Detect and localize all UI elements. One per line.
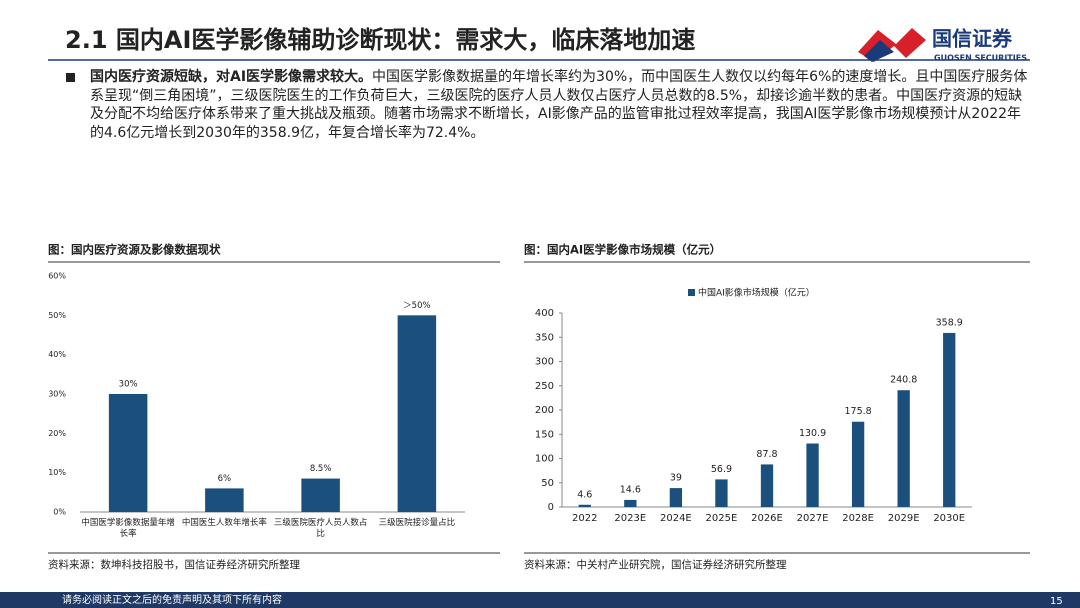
x-tick-label: 三级医院医疗人员人数占比 — [273, 518, 368, 539]
y-tick-label: 20% — [48, 429, 66, 438]
data-label: 8.5% — [310, 464, 332, 474]
slide-title: 2.1 国内AI医学影像辅助诊断现状：需求大，临床落地加速 — [65, 26, 695, 54]
y-tick-label: 60% — [48, 272, 66, 281]
chart-title: 图：国内医疗资源及影像数据现状 — [48, 243, 221, 257]
y-tick-label: 30% — [48, 390, 66, 399]
x-tick-label: 2025E — [705, 513, 738, 524]
bar — [943, 332, 956, 507]
data-label: 39 — [670, 473, 682, 484]
x-tick-label: 中国医生人数年增长率 — [181, 518, 267, 528]
y-tick-label: 400 — [535, 308, 554, 319]
logo-mark — [864, 40, 894, 62]
x-tick-label: 2024E — [659, 513, 692, 524]
footer-text: 请务必阅读正文之后的免责声明及其项下所有内容 — [62, 593, 282, 606]
bar — [669, 488, 683, 507]
bar — [108, 394, 148, 512]
data-label: 6% — [218, 474, 232, 484]
y-tick-label: 300 — [535, 357, 554, 368]
chart-title: 图：国内AI医学影像市场规模（亿元） — [524, 243, 721, 257]
data-label: 130.9 — [799, 428, 826, 439]
source: 资料来源：数坤科技招股书，国信证券经济研究所整理 — [48, 558, 300, 571]
data-label: 358.9 — [936, 317, 963, 328]
x-tick-label: 2026E — [751, 513, 783, 524]
page-number: 15 — [1050, 596, 1063, 607]
y-tick-label: 250 — [535, 381, 554, 392]
bar — [760, 464, 774, 507]
x-tick-label: 2027E — [796, 513, 829, 524]
bar — [624, 499, 637, 507]
body-text: 国内医疗资源短缺，对AI医学影像需求较大。中国医学影像数据量的年增长率约为30%… — [90, 68, 1035, 142]
bullet — [66, 73, 75, 82]
legend-swatch — [688, 289, 695, 296]
y-tick-label: 50 — [541, 478, 554, 489]
x-tick-label: 2029E — [887, 513, 920, 524]
paragraph: 中国医学影像数据量的年增长率约为30%，而中国医生人数仅以约每年6%的速度增长。… — [90, 69, 1028, 141]
y-tick-label: 0 — [548, 502, 554, 513]
y-tick-label: 10% — [48, 468, 66, 477]
bar — [301, 478, 340, 512]
y-tick-label: 150 — [535, 429, 554, 440]
x-tick-label: 2023E — [614, 513, 647, 524]
bar — [715, 479, 728, 507]
data-label: 87.8 — [756, 449, 777, 460]
logo-text: GUOSEN SECURITIES — [934, 54, 1027, 63]
bar — [806, 443, 819, 507]
x-tick-label: 中国医学影像数据量年增长率 — [81, 518, 175, 539]
x-tick-label: 三级医院接诊量占比 — [378, 518, 456, 528]
bar — [578, 504, 591, 507]
data-label: 240.8 — [890, 375, 917, 386]
data-label: 14.6 — [620, 484, 641, 495]
data-label: 30% — [119, 380, 138, 390]
lead-text: 国内医疗资源短缺，对AI医学影像需求较大。 — [90, 69, 373, 85]
data-label: 56.9 — [711, 464, 732, 475]
y-tick-label: 0% — [53, 508, 66, 517]
x-tick-label: 2028E — [842, 513, 874, 524]
bar — [205, 488, 244, 512]
data-label: ＞50% — [403, 301, 430, 311]
y-tick-label: 50% — [48, 311, 66, 320]
bar — [851, 421, 865, 507]
data-label: 175.8 — [845, 406, 872, 417]
y-tick-label: 40% — [48, 350, 66, 359]
x-tick-label: 2022 — [572, 513, 598, 524]
footer-bar — [0, 592, 1080, 608]
x-tick-label: 2030E — [933, 513, 966, 524]
bar — [397, 315, 437, 512]
legend-label: 中国AI影像市场规模（亿元） — [698, 287, 815, 299]
source: 资料来源：中关村产业研究院，国信证券经济研究所整理 — [524, 558, 787, 571]
y-tick-label: 100 — [535, 454, 554, 465]
bar — [897, 390, 910, 507]
y-tick-label: 200 — [535, 405, 554, 416]
logo-text: 国信证券 — [932, 27, 1013, 51]
y-tick-label: 350 — [535, 332, 554, 343]
data-label: 4.6 — [577, 489, 592, 500]
